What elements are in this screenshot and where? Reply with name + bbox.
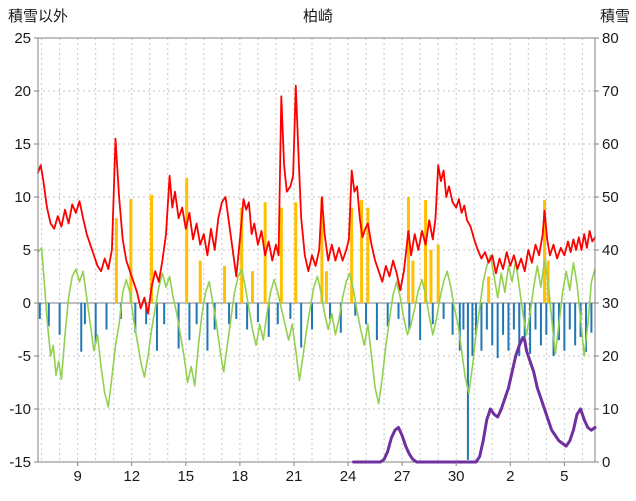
left-tick-label: 20 — [14, 83, 31, 100]
left-tick-label: 25 — [14, 30, 31, 47]
right-tick-label: 50 — [602, 189, 619, 206]
right-tick-label: 40 — [602, 242, 619, 259]
x-tick-label: 24 — [340, 468, 357, 485]
left-tick-label: 15 — [14, 136, 31, 153]
left-tick-label: 5 — [23, 242, 31, 259]
left-tick-label: -10 — [9, 401, 31, 418]
left-tick-label: 10 — [14, 189, 31, 206]
purple-line — [352, 336, 597, 464]
x-tick-label: 12 — [123, 468, 140, 485]
plot-border — [37, 37, 596, 463]
chart-title: 柏崎 — [302, 8, 334, 25]
right-tick-label: 20 — [602, 348, 619, 365]
left-tick-label: -5 — [18, 348, 31, 365]
x-tick-label: 5 — [560, 468, 568, 485]
right-tick-label: 30 — [602, 295, 619, 312]
right-tick-label: 10 — [602, 401, 619, 418]
x-tick-label: 9 — [73, 468, 81, 485]
right-tick-label: 80 — [602, 30, 619, 47]
left-tick-label: -15 — [9, 454, 31, 471]
left-axis-title: 積雪以外 — [8, 8, 69, 25]
x-tick-label: 21 — [286, 468, 303, 485]
x-tick-label: 27 — [394, 468, 411, 485]
x-tick-label: 15 — [177, 468, 194, 485]
red-line — [37, 84, 596, 315]
left-tick-label: 0 — [23, 295, 31, 312]
green-line — [37, 247, 596, 408]
x-tick-label: 18 — [232, 468, 249, 485]
x-tick-label: 30 — [448, 468, 465, 485]
right-tick-label: 60 — [602, 136, 619, 153]
right-tick-label: 0 — [602, 454, 610, 471]
right-axis-title: 積雪 — [599, 8, 630, 25]
right-tick-label: 70 — [602, 83, 619, 100]
x-tick-label: 2 — [506, 468, 514, 485]
